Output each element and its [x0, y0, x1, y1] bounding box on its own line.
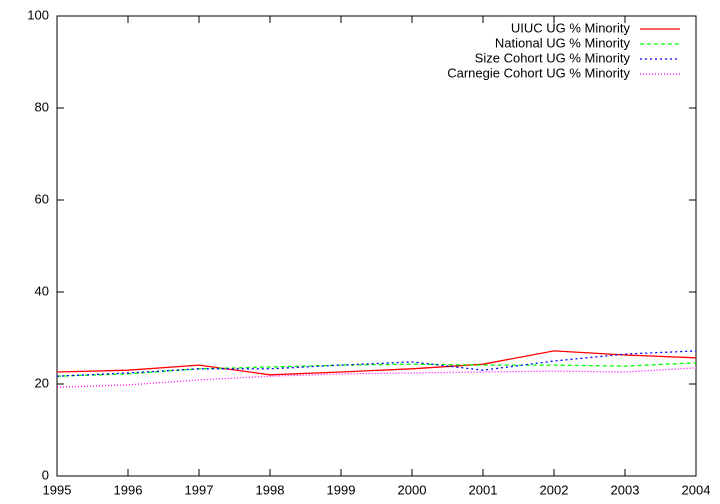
y-tick-label: 80: [35, 99, 49, 114]
legend-label: UIUC UG % Minority: [511, 20, 631, 35]
x-tick-label: 1995: [43, 482, 72, 497]
legend-label: Size Cohort UG % Minority: [475, 50, 631, 65]
x-tick-label: 2001: [469, 482, 498, 497]
y-tick-label: 60: [35, 191, 49, 206]
series-line: [56, 350, 697, 376]
x-tick-label: 2004: [682, 482, 711, 497]
y-tick-label: 0: [42, 467, 49, 482]
plot-frame: [56, 15, 697, 477]
y-tick-label: 100: [27, 7, 49, 22]
x-tick-label: 1999: [327, 482, 356, 497]
series-line: [56, 350, 697, 377]
x-tick-label: 2000: [398, 482, 427, 497]
series-line: [56, 362, 697, 377]
x-tick-label: 1996: [114, 482, 143, 497]
y-tick-label: 40: [35, 283, 49, 298]
y-tick-label: 20: [35, 375, 49, 390]
x-tick-label: 1997: [185, 482, 214, 497]
x-tick-label: 2002: [540, 482, 569, 497]
legend-label: National UG % Minority: [495, 35, 631, 50]
x-tick-label: 2003: [611, 482, 640, 497]
legend-label: Carnegie Cohort UG % Minority: [447, 65, 630, 80]
x-tick-label: 1998: [256, 482, 285, 497]
